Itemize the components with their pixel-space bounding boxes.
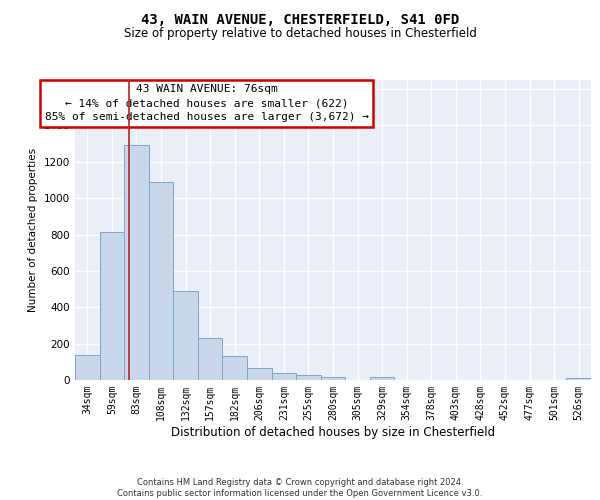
- Bar: [223, 356, 247, 380]
- Bar: [247, 368, 272, 380]
- Text: 43 WAIN AVENUE: 76sqm
← 14% of detached houses are smaller (622)
85% of semi-det: 43 WAIN AVENUE: 76sqm ← 14% of detached …: [44, 84, 368, 122]
- Bar: [272, 372, 296, 380]
- Bar: [566, 378, 591, 380]
- Text: Contains HM Land Registry data © Crown copyright and database right 2024.
Contai: Contains HM Land Registry data © Crown c…: [118, 478, 482, 498]
- Bar: [198, 338, 223, 380]
- X-axis label: Distribution of detached houses by size in Chesterfield: Distribution of detached houses by size …: [171, 426, 495, 438]
- Bar: [149, 182, 173, 380]
- Bar: [75, 356, 100, 380]
- Bar: [173, 291, 198, 380]
- Text: Size of property relative to detached houses in Chesterfield: Size of property relative to detached ho…: [124, 28, 476, 40]
- Bar: [370, 378, 394, 380]
- Bar: [321, 378, 345, 380]
- Bar: [124, 146, 149, 380]
- Bar: [296, 375, 321, 380]
- Y-axis label: Number of detached properties: Number of detached properties: [28, 148, 38, 312]
- Bar: [100, 232, 124, 380]
- Text: 43, WAIN AVENUE, CHESTERFIELD, S41 0FD: 43, WAIN AVENUE, CHESTERFIELD, S41 0FD: [141, 12, 459, 26]
